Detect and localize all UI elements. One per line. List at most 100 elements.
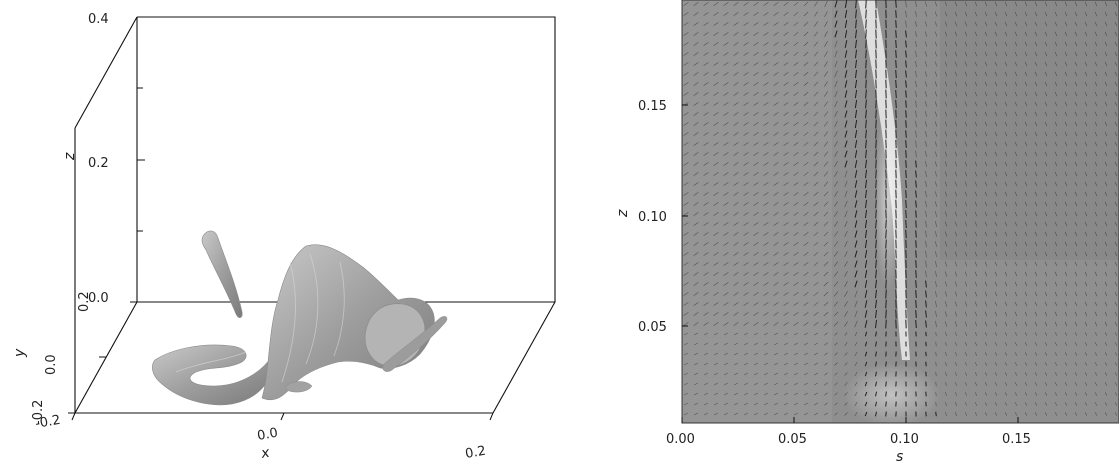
vector-arrow <box>935 71 937 77</box>
vector-arrow <box>733 192 739 196</box>
vector-arrow <box>925 151 927 157</box>
vector-arrow <box>1014 321 1018 327</box>
vector-arrow <box>833 271 839 277</box>
vector-arrow <box>793 51 799 57</box>
vector-arrow <box>984 151 988 157</box>
vector-arrow <box>1084 301 1088 307</box>
vector-arrow <box>773 102 779 106</box>
vector-arrow <box>1004 141 1008 147</box>
vector-arrow <box>743 42 749 46</box>
vector-arrow <box>773 272 779 276</box>
vector-arrow <box>1094 1 1098 7</box>
vector-arrow <box>854 160 858 168</box>
vector-arrow <box>834 201 838 207</box>
vector-arrow <box>945 311 947 317</box>
vector-arrow <box>714 362 718 366</box>
vector-arrow <box>713 32 719 36</box>
vector-arrow <box>1014 352 1018 356</box>
vector-arrow <box>955 382 957 386</box>
vector-arrow <box>804 362 808 366</box>
vector-arrow <box>703 262 709 266</box>
vector-arrow <box>834 382 838 386</box>
vector-arrow <box>1094 342 1098 346</box>
vector-arrow <box>1074 21 1078 27</box>
vector-arrow <box>783 292 789 296</box>
vector-arrow <box>813 271 819 277</box>
vector-arrow <box>1074 31 1078 37</box>
vector-arrow <box>1064 402 1068 406</box>
vector-arrow <box>974 211 978 217</box>
vector-arrow <box>1094 211 1098 217</box>
vector-arrow <box>1064 121 1068 127</box>
vector-arrow <box>925 11 927 17</box>
vector-arrow <box>954 51 958 57</box>
vector-arrow <box>984 171 988 177</box>
vector-arrow <box>713 112 719 116</box>
vector-arrow <box>1114 362 1118 366</box>
vector-arrow <box>1004 332 1008 336</box>
vector-arrow <box>1114 91 1118 97</box>
vector-arrow <box>1074 51 1078 57</box>
vector-arrow <box>823 281 829 287</box>
vector-arrow <box>743 52 749 56</box>
vector-arrow <box>935 61 937 67</box>
vector-arrow <box>1084 201 1088 207</box>
vector-arrow <box>865 39 867 49</box>
vector-arrow <box>683 172 689 176</box>
vector-arrow <box>915 200 917 208</box>
vector-arrow <box>823 291 829 297</box>
vector-arrow <box>944 1 948 7</box>
vector-arrow <box>994 91 998 97</box>
box-edge-floor-right <box>492 301 556 414</box>
vector-arrow <box>713 2 719 6</box>
vector-arrow <box>944 111 948 117</box>
vector-arrow <box>895 40 897 48</box>
vector-arrow <box>905 160 907 168</box>
vector-arrow <box>945 251 947 257</box>
vector-arrow <box>1104 412 1108 416</box>
vector-arrow <box>854 210 858 218</box>
vector-arrow <box>925 190 927 198</box>
vector-arrow <box>865 139 867 149</box>
vector-arrow <box>935 411 937 417</box>
vector-arrow <box>793 102 799 106</box>
vector-arrow <box>1024 101 1028 107</box>
x-axis-ticks <box>71 412 494 421</box>
vector-arrow <box>694 342 698 346</box>
vector-arrow <box>743 322 749 326</box>
vector-arrow <box>793 172 799 176</box>
vector-arrow <box>974 231 978 237</box>
vector-arrow <box>915 70 917 78</box>
vector-arrow <box>994 271 998 277</box>
vector-arrow <box>1014 71 1018 77</box>
vector-arrow <box>753 172 759 176</box>
vector-arrow <box>753 42 759 46</box>
vector-arrow <box>905 70 907 78</box>
vector-arrow <box>954 1 958 7</box>
vector-arrow <box>813 261 819 267</box>
vector-arrow <box>1004 231 1008 237</box>
vector-arrow <box>945 381 947 387</box>
vector-arrow <box>713 282 719 286</box>
vector-arrow <box>844 170 848 178</box>
vector-arrow <box>864 401 868 407</box>
vector-arrow <box>1054 11 1058 17</box>
vector-arrow <box>905 40 907 48</box>
vector-arrow <box>1094 261 1098 267</box>
vector-arrow <box>984 311 988 317</box>
vector-arrow <box>773 72 779 76</box>
vector-arrow <box>764 352 768 356</box>
vector-arrow <box>813 231 819 237</box>
vector-arrow <box>833 321 839 327</box>
vector-arrow <box>683 322 689 326</box>
vector-arrow <box>733 112 739 116</box>
vector-arrow <box>854 351 858 357</box>
vector-arrow <box>974 161 978 167</box>
vector-arrow <box>733 282 739 286</box>
vector-arrow <box>1004 1 1008 7</box>
vector-arrow <box>1094 161 1098 167</box>
vector-arrow <box>694 372 698 376</box>
vector-arrow <box>1074 271 1078 277</box>
vector-arrow <box>753 132 759 136</box>
vector-arrow <box>734 362 738 366</box>
